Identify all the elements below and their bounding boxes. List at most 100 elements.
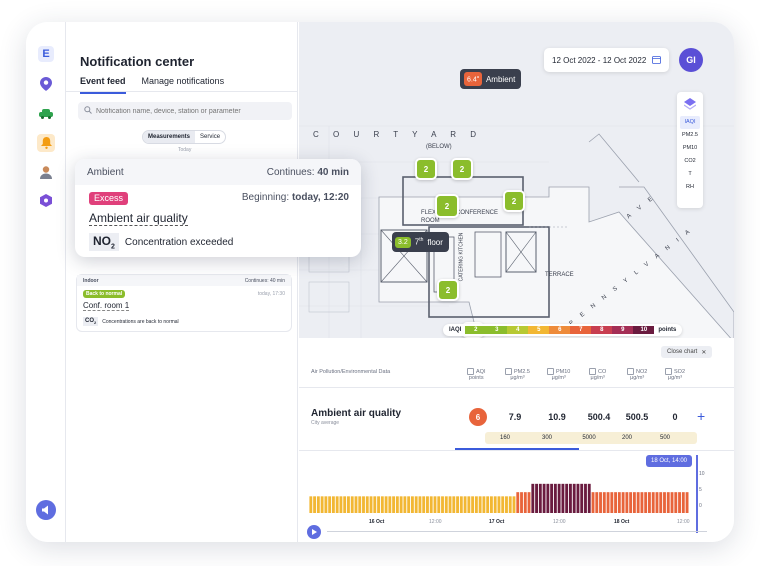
card-title[interactable]: Ambient air quality — [89, 211, 188, 226]
history-bar[interactable] — [448, 496, 452, 513]
history-bar[interactable] — [591, 492, 595, 513]
history-bar[interactable] — [584, 483, 587, 513]
history-bar[interactable] — [561, 483, 565, 513]
history-bar[interactable] — [538, 483, 542, 513]
param-option-rh[interactable]: RH — [686, 184, 694, 190]
date-range-picker[interactable]: 12 Oct 2022 - 12 Oct 2022 — [544, 48, 670, 72]
history-bar[interactable] — [493, 496, 497, 513]
column-pm25[interactable]: PM2.5 μg/m³ — [505, 368, 530, 381]
history-bar[interactable] — [347, 496, 350, 513]
history-bar[interactable] — [621, 492, 625, 513]
history-bar[interactable] — [520, 492, 523, 513]
column-pm10[interactable]: PM10 μg/m³ — [547, 368, 570, 381]
checkbox[interactable] — [467, 368, 474, 375]
checkbox[interactable] — [665, 368, 672, 375]
history-bar[interactable] — [335, 496, 339, 513]
sensor-pin[interactable]: 2 — [437, 279, 459, 301]
floor-map[interactable]: C O U R T Y A R D (BELOW) FLEX CONFERENC… — [299, 22, 734, 338]
sensor-pin[interactable]: 2 — [451, 158, 473, 180]
search-input[interactable] — [96, 107, 286, 115]
history-bar[interactable] — [373, 496, 377, 513]
history-bar[interactable] — [482, 496, 486, 513]
history-bar[interactable] — [354, 496, 358, 513]
history-bar[interactable] — [365, 496, 369, 513]
history-bar[interactable] — [331, 496, 335, 513]
history-bar[interactable] — [542, 483, 546, 513]
history-bar[interactable] — [572, 483, 576, 513]
history-bar[interactable] — [516, 492, 520, 513]
history-bar[interactable] — [328, 496, 332, 513]
history-bar[interactable] — [640, 492, 644, 513]
history-bar[interactable] — [358, 496, 362, 513]
history-bar[interactable] — [486, 496, 490, 513]
user-icon[interactable] — [38, 164, 54, 180]
checkbox[interactable] — [505, 368, 512, 375]
sensor-pin[interactable]: 2 — [435, 194, 459, 218]
column-no2[interactable]: NO2 μg/m³ — [627, 368, 647, 381]
history-bar[interactable] — [410, 496, 414, 513]
history-bar[interactable] — [632, 492, 636, 513]
history-bar[interactable] — [651, 492, 655, 513]
history-bar[interactable] — [508, 496, 512, 513]
bell-icon[interactable] — [37, 134, 55, 152]
history-bar[interactable] — [569, 483, 572, 513]
checkbox[interactable] — [589, 368, 596, 375]
notification-card-indoor[interactable]: Indoor Continues: 40 min Back to normal … — [76, 274, 292, 332]
history-bar[interactable] — [343, 496, 347, 513]
history-bar[interactable] — [452, 496, 456, 513]
param-option-t[interactable]: T — [688, 171, 692, 177]
history-bar[interactable] — [565, 483, 569, 513]
sensor-pin[interactable]: 2 — [415, 158, 437, 180]
history-bar[interactable] — [489, 496, 493, 513]
history-bar[interactable] — [636, 492, 640, 513]
history-bar[interactable] — [648, 492, 651, 513]
history-bar[interactable] — [471, 496, 475, 513]
history-bar[interactable] — [659, 492, 663, 513]
history-bar[interactable] — [339, 496, 343, 513]
history-bar[interactable] — [380, 496, 384, 513]
history-bar[interactable] — [602, 492, 606, 513]
floor-marker[interactable]: 3.2 7th floor — [392, 232, 449, 252]
history-bar[interactable] — [399, 496, 403, 513]
app-logo[interactable]: E — [38, 46, 54, 62]
history-bar[interactable] — [418, 496, 422, 513]
history-bar[interactable] — [614, 492, 618, 513]
layers-icon[interactable] — [677, 92, 703, 116]
history-bar[interactable] — [497, 496, 501, 513]
history-bar[interactable] — [456, 496, 459, 513]
history-bar[interactable] — [674, 492, 678, 513]
param-option-iaqi[interactable]: IAQI — [680, 116, 700, 129]
add-button[interactable]: + — [697, 408, 706, 424]
history-bar[interactable] — [576, 483, 580, 513]
history-bar[interactable] — [546, 483, 550, 513]
history-bar[interactable] — [403, 496, 407, 513]
history-bar[interactable] — [666, 492, 670, 513]
history-bar[interactable] — [350, 496, 354, 513]
history-bar[interactable] — [655, 492, 659, 513]
announcement-icon[interactable] — [36, 500, 56, 520]
history-bar[interactable] — [463, 496, 467, 513]
sensor-pin[interactable]: 2 — [503, 190, 525, 212]
history-bar[interactable] — [459, 496, 463, 513]
history-bar[interactable] — [599, 492, 602, 513]
location-pin-icon[interactable] — [38, 76, 54, 92]
history-bar[interactable] — [580, 483, 584, 513]
history-bar[interactable] — [426, 496, 429, 513]
history-bar[interactable] — [474, 496, 478, 513]
history-bar[interactable] — [309, 496, 313, 513]
history-bar[interactable] — [531, 483, 535, 513]
history-bar[interactable] — [527, 492, 531, 513]
history-bar[interactable] — [617, 492, 621, 513]
history-bar[interactable] — [587, 483, 591, 513]
history-bar[interactable] — [685, 492, 689, 513]
avatar[interactable]: GI — [679, 48, 703, 72]
history-bar[interactable] — [316, 496, 320, 513]
history-bar[interactable] — [629, 492, 633, 513]
history-bar[interactable] — [505, 496, 508, 513]
checkbox[interactable] — [547, 368, 554, 375]
history-bar[interactable] — [644, 492, 648, 513]
column-aqi[interactable]: AQI points — [467, 368, 485, 381]
history-bar[interactable] — [433, 496, 437, 513]
history-bar[interactable] — [362, 496, 365, 513]
column-so2[interactable]: SO2 μg/m³ — [665, 368, 685, 381]
